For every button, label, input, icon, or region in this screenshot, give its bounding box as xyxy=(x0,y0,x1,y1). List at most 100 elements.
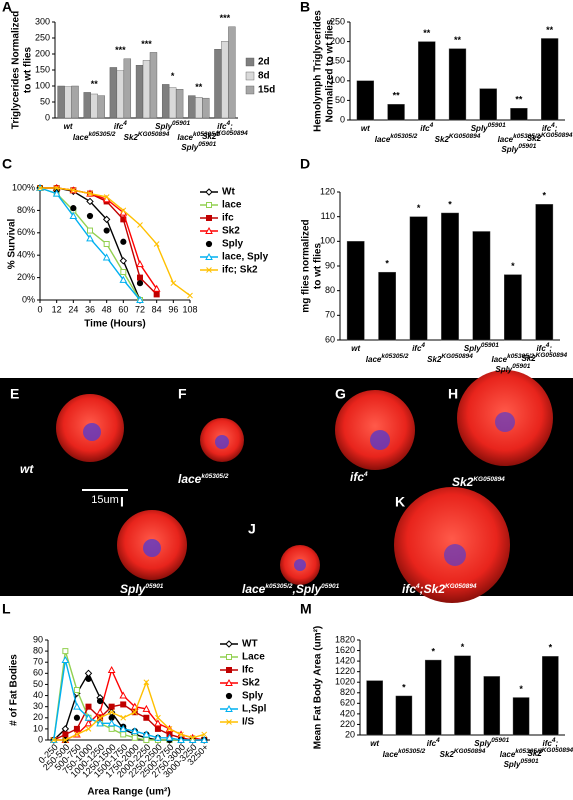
point xyxy=(142,704,151,712)
label-superscript: 05901 xyxy=(520,758,538,765)
x-tick-label: lacek05305/2 xyxy=(500,748,543,759)
label-superscript: k05305/2 xyxy=(193,131,220,138)
significance-label: * xyxy=(511,261,515,271)
y-tick-label: 150 xyxy=(35,64,50,74)
legend-swatch xyxy=(245,71,255,81)
point xyxy=(102,215,111,224)
point xyxy=(137,274,143,281)
legend-marker xyxy=(225,678,233,686)
label-text: lace xyxy=(500,750,516,759)
label-superscript: 4 xyxy=(363,471,368,478)
significance-label: * xyxy=(171,71,175,81)
point xyxy=(136,295,144,303)
label-text: Sply xyxy=(155,122,172,131)
panel-letter: L xyxy=(2,601,11,617)
point xyxy=(62,737,69,743)
y-axis-label: # of Fat Bodies xyxy=(9,654,20,726)
significance-label: * xyxy=(402,682,406,692)
y-tick-label: 50 xyxy=(40,96,50,106)
label-text: ifc xyxy=(543,739,553,748)
label-text: ,Sply xyxy=(291,582,322,596)
y-tick-label: 1220 xyxy=(335,666,355,676)
micrograph-label: lacek05305/2 xyxy=(178,472,229,486)
point xyxy=(143,714,150,721)
micrograph-label: Sk2KG050894 xyxy=(452,475,505,489)
label-text: Sply xyxy=(504,760,521,769)
bar xyxy=(504,274,522,341)
point xyxy=(107,719,116,727)
label-superscript: 4 xyxy=(429,122,434,129)
x-tick-label: wt xyxy=(370,739,379,748)
significance-label: ** xyxy=(423,28,431,38)
x-tick-label: ifc4; xyxy=(217,120,233,131)
label-superscript: k05305/2 xyxy=(201,473,228,480)
legend-label: L,Spl xyxy=(242,704,267,715)
y-tick-label: 80 xyxy=(325,285,335,295)
legend-label: lace xyxy=(222,200,242,211)
point xyxy=(142,730,151,738)
label-suffix: ; xyxy=(556,739,559,748)
bar xyxy=(424,659,442,736)
cells xyxy=(56,370,553,603)
y-axis-label: to wt flies xyxy=(313,243,324,290)
legend-marker xyxy=(205,240,213,248)
point xyxy=(102,253,111,261)
x-tick-label: Sk2KG050894 xyxy=(440,748,486,759)
point xyxy=(96,719,104,727)
label-text: lace xyxy=(375,135,391,144)
x-tick-label: Sply05901 xyxy=(501,143,536,154)
label-text: Sk2 xyxy=(202,132,217,141)
point xyxy=(143,737,150,743)
point xyxy=(108,725,115,732)
point xyxy=(103,194,110,200)
point xyxy=(108,709,115,716)
label-text: Sk2 xyxy=(124,133,139,142)
bar xyxy=(175,88,184,119)
bar xyxy=(71,85,79,119)
bar xyxy=(64,86,72,119)
legend-label: Sk2 xyxy=(222,226,240,237)
bar xyxy=(483,676,501,736)
bar xyxy=(90,93,98,119)
micrograph-letter: J xyxy=(248,521,256,537)
point xyxy=(201,731,208,738)
legend-label: Sply xyxy=(242,691,264,702)
label-superscript: 05901 xyxy=(321,583,339,590)
x-tick-label: Sk2KG050894 xyxy=(427,353,473,364)
label-text: wt xyxy=(361,124,370,133)
bar xyxy=(168,87,177,119)
y-tick-label: 300 xyxy=(35,16,50,26)
point xyxy=(84,669,93,678)
label-text: lace xyxy=(177,133,193,142)
point xyxy=(131,734,138,741)
y-tick-label: 40 xyxy=(33,690,43,700)
legend-marker xyxy=(206,267,212,273)
micrograph-letter: G xyxy=(335,386,346,402)
point xyxy=(86,212,94,220)
x-tick-label: ifc4; xyxy=(543,737,559,748)
label-text: Sply xyxy=(464,344,481,353)
point xyxy=(85,703,92,710)
point xyxy=(73,714,81,721)
bar xyxy=(228,26,236,119)
y-axis-label: Normalized to wt flies xyxy=(325,19,336,122)
x-tick-label: Sply05901 xyxy=(181,141,216,152)
bar xyxy=(378,271,396,341)
label-text: ifc xyxy=(412,344,422,353)
bar xyxy=(97,95,105,119)
label-text: lace xyxy=(178,472,202,486)
significance-label: * xyxy=(543,191,547,201)
x-tick-label: lacek05305/2 xyxy=(498,133,541,144)
label-superscript: 05901 xyxy=(512,363,530,370)
bar xyxy=(512,697,530,736)
x-tick-label: Sply05901 xyxy=(495,363,530,374)
point xyxy=(103,241,110,247)
point xyxy=(155,714,161,721)
label-text: wt xyxy=(64,122,73,131)
point xyxy=(70,205,77,212)
y-tick-label: 820 xyxy=(340,687,355,697)
y-axis-label: Triglycerides Normalized xyxy=(11,11,22,129)
point xyxy=(136,260,144,268)
y-tick-label: 1020 xyxy=(335,677,355,687)
bar xyxy=(135,64,144,119)
